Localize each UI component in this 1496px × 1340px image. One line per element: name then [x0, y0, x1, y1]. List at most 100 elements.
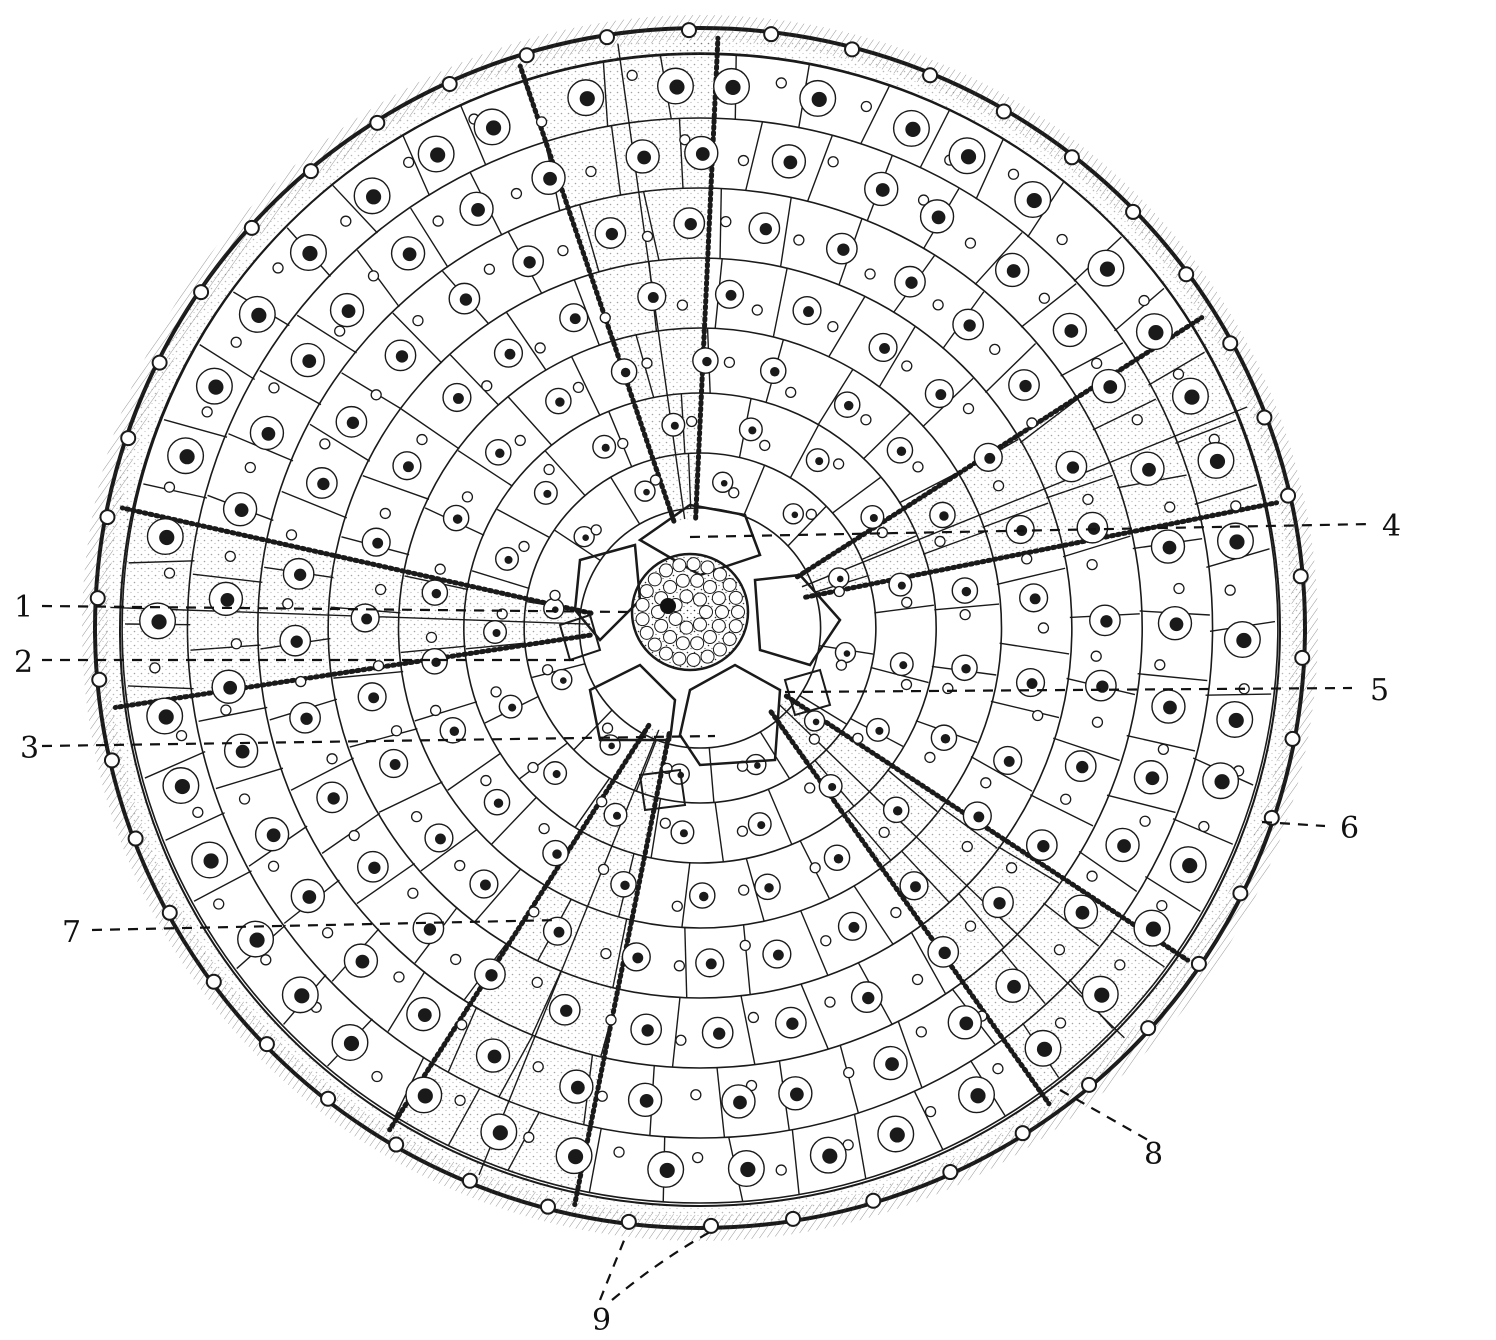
tubercle-boss — [368, 861, 381, 874]
plate-suture — [806, 135, 833, 202]
plate-suture — [574, 777, 611, 828]
secondary-tubercle — [1224, 584, 1236, 596]
tubercle-boss — [327, 792, 340, 805]
tubercle-boss — [748, 426, 757, 435]
tubercle-boss — [492, 1125, 508, 1141]
tubercle-boss — [605, 227, 619, 241]
periproct-plate — [702, 630, 717, 645]
secondary-tubercle — [679, 134, 691, 146]
secondary-tubercle — [543, 463, 555, 476]
tubercle-boss — [1209, 453, 1226, 470]
plate-suture — [996, 567, 1066, 586]
tubercle-boss — [1066, 461, 1080, 474]
tubercles — [139, 67, 1261, 1188]
secondary-tubercle — [843, 1066, 855, 1079]
secondary-tubercle — [149, 662, 161, 674]
periproct-plate — [668, 611, 683, 626]
ambulacrum-band — [389, 725, 670, 1205]
plate-suture — [984, 342, 1037, 394]
tubercle-boss — [317, 477, 330, 491]
tubercle-boss — [620, 367, 631, 378]
leader-line-9b — [611, 1231, 711, 1301]
tubercle-boss — [293, 568, 307, 581]
rim-knob — [1256, 409, 1273, 426]
ocular-plate — [558, 613, 602, 662]
secondary-tubercle — [827, 320, 839, 333]
pore-zone — [794, 315, 1205, 580]
secondary-tubercle — [605, 1014, 617, 1026]
periproct-plate — [659, 646, 673, 661]
periproct-plate — [715, 605, 729, 619]
secondary-tubercle — [538, 822, 550, 835]
secondary-tubercle — [641, 230, 654, 243]
ambulacrum-band — [797, 317, 1277, 598]
secondary-tubercle — [434, 563, 446, 575]
hatched-margin — [82, 15, 1318, 1241]
secondary-tubercle — [964, 920, 977, 932]
plate-suture — [910, 931, 946, 994]
rim-knob — [1190, 955, 1207, 972]
plate-suture — [714, 802, 725, 862]
rim-knob — [441, 75, 458, 92]
tubercle-boss — [1099, 261, 1116, 277]
tubercle-boss — [402, 247, 417, 262]
secondary-tubercle — [535, 116, 548, 128]
tubercle-boss — [290, 635, 303, 648]
secondary-tubercle — [523, 1131, 535, 1143]
secondary-tubercle — [1091, 716, 1104, 728]
secondary-tubercle — [410, 811, 423, 823]
secondary-tubercle — [676, 299, 689, 311]
secondary-tubercle — [490, 686, 502, 698]
secondary-tubercle — [1086, 558, 1098, 571]
tubercle-boss — [961, 664, 971, 674]
rim-tubercles — [89, 22, 1311, 1234]
rim-knob — [844, 41, 861, 58]
tubercle-boss — [783, 155, 798, 170]
plate-suture — [506, 312, 547, 371]
secondary-tubercle — [824, 996, 836, 1008]
secondary-tubercle — [244, 461, 256, 474]
plate-suture — [800, 910, 829, 976]
secondary-tubercle — [510, 187, 523, 200]
tubercle-boss — [669, 79, 685, 95]
plate-suture — [742, 465, 766, 517]
tubercle-boss — [725, 289, 737, 301]
secondary-tubercle — [393, 971, 405, 983]
secondary-tubercle — [534, 342, 546, 354]
tubercle-boss — [1103, 380, 1118, 394]
tubercle-boss — [670, 421, 679, 430]
pore-zone — [517, 63, 677, 524]
periproct-plate — [690, 573, 705, 588]
rim-knob — [161, 904, 178, 921]
rim-knob — [388, 1136, 405, 1153]
periproct-plate — [639, 625, 654, 640]
tubercle-boss — [1026, 192, 1042, 209]
periproct-plate — [635, 597, 650, 612]
plate-suture — [779, 197, 792, 267]
periproct-plate — [692, 617, 707, 632]
pore-zone — [112, 632, 593, 710]
secondary-tubercle — [321, 927, 334, 939]
secondary-tubercle — [723, 356, 736, 369]
plate-suture — [1106, 794, 1176, 814]
plate-suture — [913, 1090, 944, 1150]
plate-suture — [290, 757, 354, 791]
secondary-tubercle — [1060, 793, 1072, 805]
tubercle-boss — [485, 969, 498, 982]
tubercle-boss — [570, 1080, 585, 1095]
secondary-tubercle — [461, 491, 474, 503]
tubercle-boss — [1064, 324, 1079, 338]
tubercle-boss — [702, 356, 712, 367]
plate-suture — [449, 354, 500, 406]
secondary-tubercle — [572, 381, 585, 394]
plate-suture — [474, 868, 522, 923]
plate-suture — [1205, 693, 1272, 696]
tubercle-boss — [417, 1008, 432, 1022]
secondary-tubercle — [793, 234, 805, 246]
plate-suture — [874, 604, 934, 614]
periproct-plate — [663, 630, 678, 645]
rim-knob — [258, 1036, 275, 1053]
secondary-tubercle — [901, 360, 913, 372]
secondary-tubercle — [980, 777, 992, 789]
tubercle-boss — [504, 348, 516, 360]
